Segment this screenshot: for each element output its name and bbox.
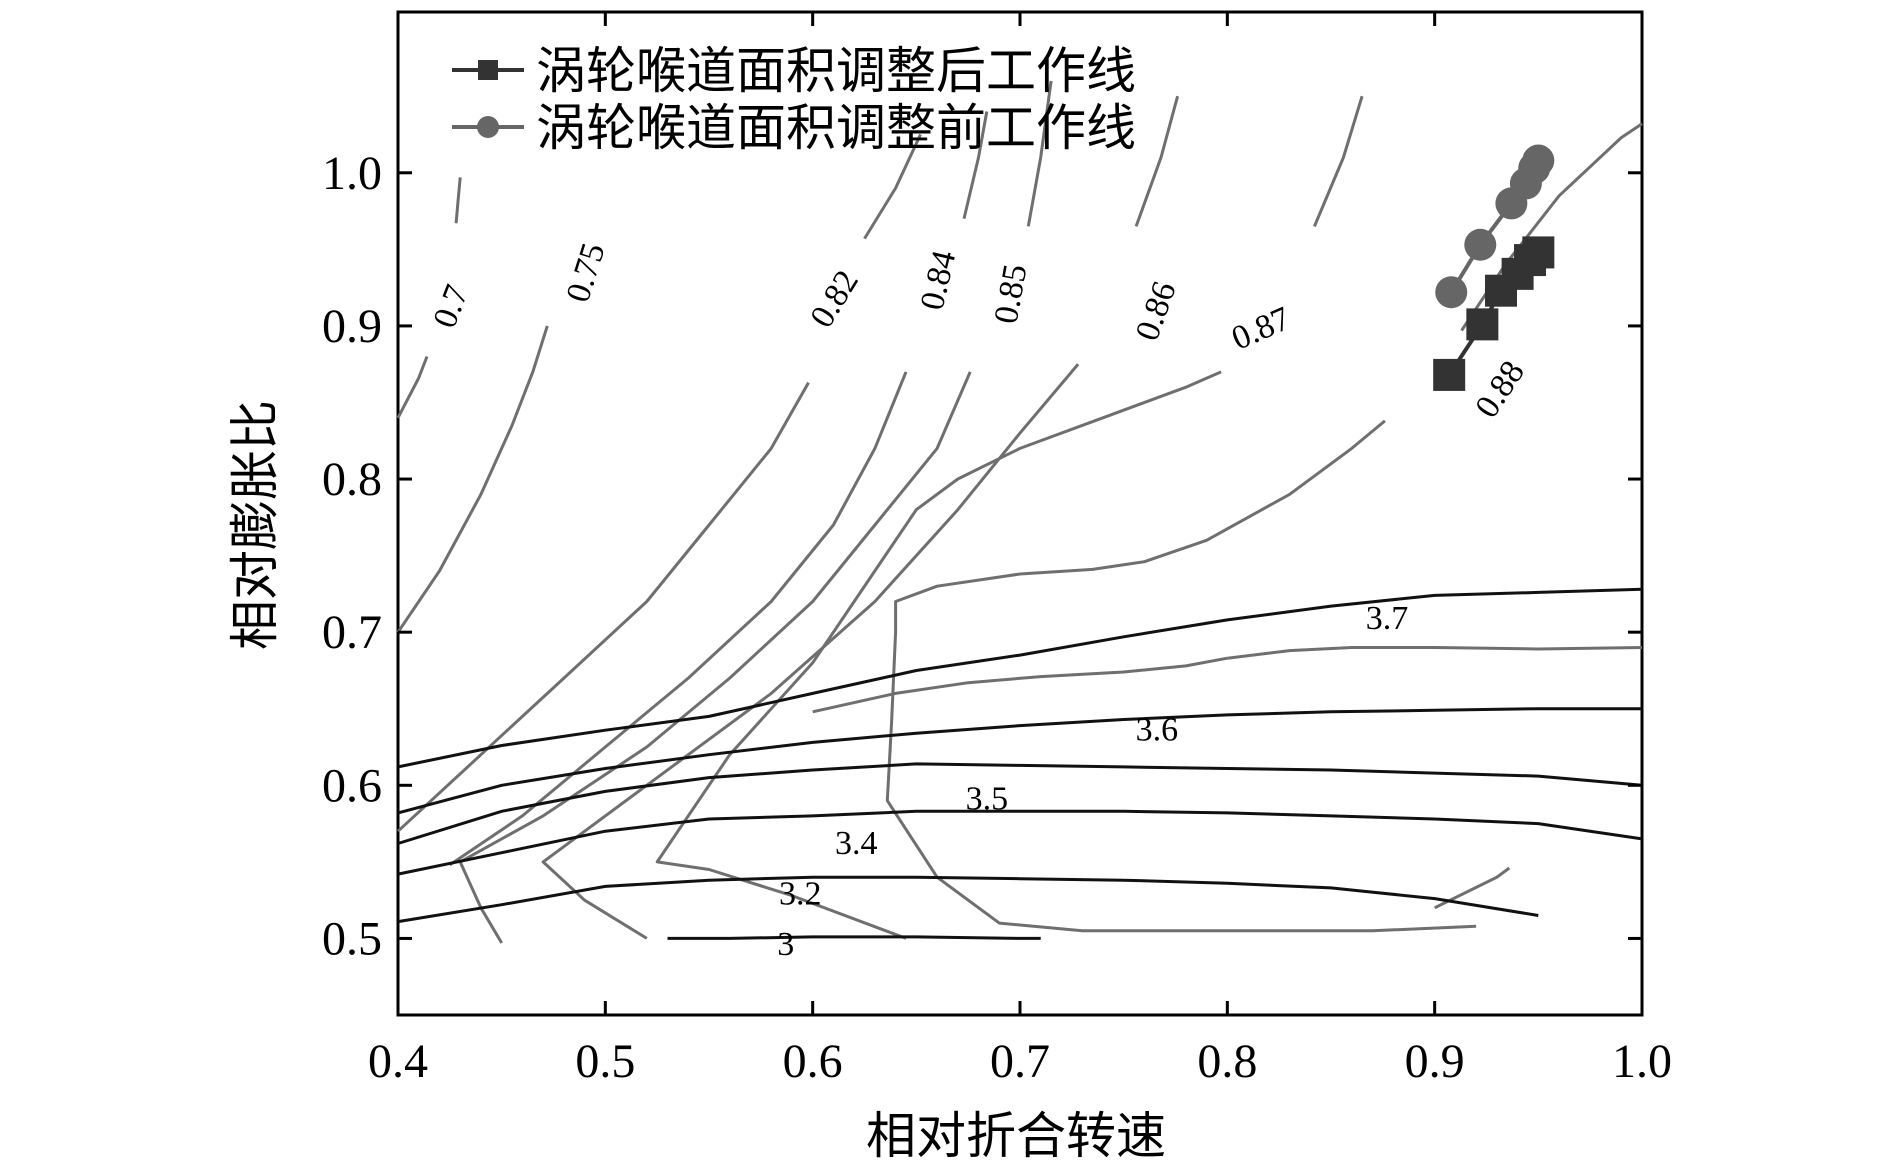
efficiency-contour-line <box>655 370 1222 940</box>
legend-circle-marker <box>477 116 499 138</box>
axis-ticks: 0.4 0.5 0.6 0.7 0.8 0.9 1.0 0.5 0.6 0.7 0.8 0.9 1.0 <box>322 12 1672 1088</box>
efficiency-contour-line <box>962 111 989 220</box>
after-adjustment-point <box>1433 358 1466 391</box>
y-tick-label: 1.0 <box>322 147 382 200</box>
efficiency-contour-line <box>1134 95 1180 227</box>
pressure-ratio-contour-line <box>397 587 1643 769</box>
y-axis-title: 相对膨胀比 <box>226 400 284 650</box>
pressure-ratio-contour-label: 3.4 <box>835 825 878 862</box>
efficiency-contour-label: 0.82 <box>803 264 866 334</box>
efficiency-contour-label: 0.85 <box>988 261 1035 326</box>
efficiency-contour-line <box>812 656 1228 714</box>
efficiency-contour-label: 0.84 <box>914 247 964 313</box>
plot-border <box>396 10 1644 1017</box>
operating-lines <box>1433 144 1555 391</box>
efficiency-contour-line <box>1026 80 1053 227</box>
efficiency-contour-line <box>396 355 429 419</box>
pressure-ratio-contour-line <box>667 935 1041 940</box>
efficiency-contour-line <box>541 363 1080 940</box>
efficiency-contour-label: 0.86 <box>1129 277 1184 346</box>
y-tick-label: 0.8 <box>322 453 382 506</box>
x-tick-label: 0.9 <box>1405 1035 1465 1088</box>
efficiency-contour-line <box>1313 95 1364 227</box>
efficiency-contour-label: 0.75 <box>559 239 612 307</box>
efficiency-contour-line <box>885 419 1477 933</box>
pressure-ratio-contour-label: 3 <box>777 926 794 963</box>
legend-label: 涡轮喉道面积调整后工作线 <box>536 42 1136 100</box>
y-tick-label: 0.9 <box>322 300 382 353</box>
efficiency-contour-line <box>458 371 972 944</box>
pressure-ratio-contour-label: 3.2 <box>779 875 822 912</box>
x-axis-title: 相对折合转速 <box>866 1107 1166 1165</box>
efficiency-contour-line <box>1434 866 1511 910</box>
efficiency-contour-line <box>1227 646 1643 660</box>
y-tick-label: 0.5 <box>322 912 382 965</box>
efficiency-contour-line <box>396 381 810 833</box>
efficiency-contour-label: 0.87 <box>1226 300 1295 358</box>
efficiency-contour-line <box>448 371 908 867</box>
y-tick-label: 0.6 <box>322 759 382 812</box>
x-tick-label: 0.8 <box>1197 1035 1257 1088</box>
before-adjustment-point <box>1522 144 1555 177</box>
after-adjustment-point <box>1522 236 1555 269</box>
efficiency-contour-label: 0.88 <box>1468 354 1532 424</box>
before-adjustment-point <box>1464 228 1497 261</box>
efficiency-contour-line <box>454 177 462 224</box>
before-adjustment-point <box>1435 276 1468 309</box>
pressure-ratio-contour-line <box>397 707 1642 815</box>
pressure-ratio-contour-line <box>397 875 1539 924</box>
x-tick-label: 0.7 <box>990 1035 1050 1088</box>
efficiency-contour-line <box>863 133 922 240</box>
x-tick-label: 0.5 <box>575 1035 635 1088</box>
after-adjustment-point <box>1466 308 1499 341</box>
pressure-ratio-contour-label: 3.7 <box>1366 600 1409 637</box>
pressure-ratio-contour-label: 3.6 <box>1136 712 1179 749</box>
x-tick-label: 0.6 <box>783 1035 843 1088</box>
efficiency-contour-label: 0.7 <box>426 280 476 333</box>
pressure-ratio-contours: 3.73.63.53.43.23 <box>397 587 1643 963</box>
legend-label: 涡轮喉道面积调整前工作线 <box>536 99 1136 157</box>
x-tick-label: 0.4 <box>368 1035 428 1088</box>
legend-square-marker <box>478 60 498 80</box>
y-tick-label: 0.7 <box>322 606 382 659</box>
efficiency-contour-line <box>396 325 549 634</box>
pressure-ratio-contour-line <box>397 809 1643 876</box>
x-tick-label: 1.0 <box>1612 1035 1672 1088</box>
pressure-ratio-contour-line <box>397 762 1643 845</box>
plot-frame <box>396 10 1644 1017</box>
efficiency-contours: 0.7 0.75 0.82 0.84 0.85 0.86 0.87 0.88 <box>396 80 1643 944</box>
